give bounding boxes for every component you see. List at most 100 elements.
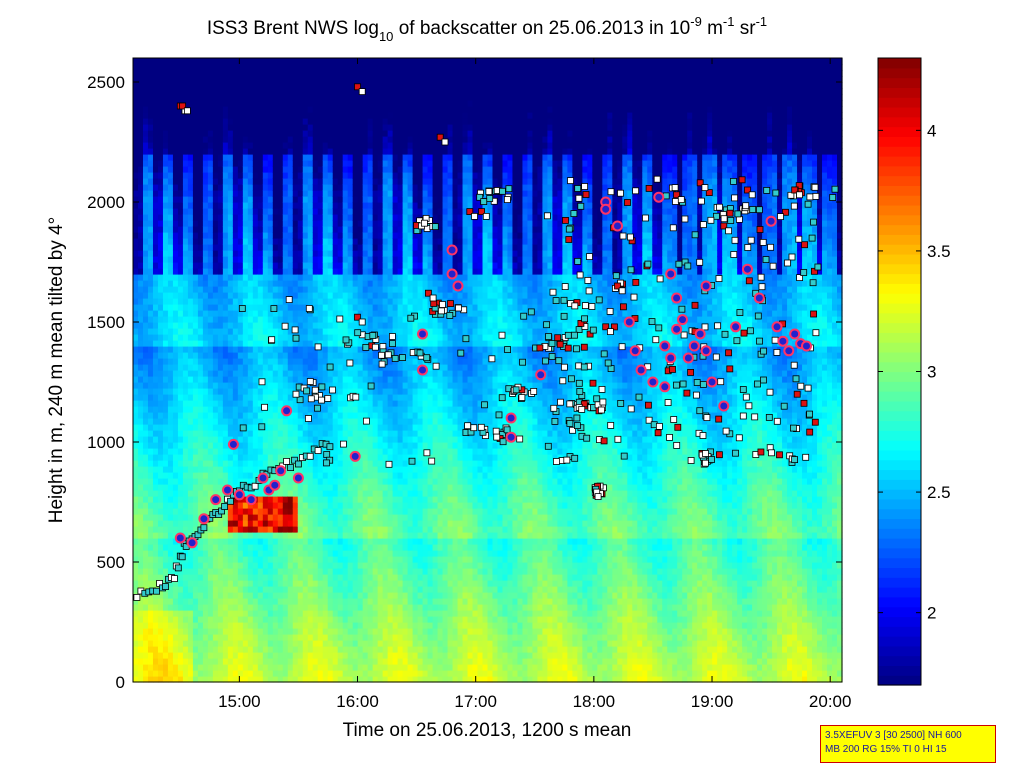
heatmap-cell [207,400,214,407]
heatmap-cell [187,346,194,353]
heatmap-cell [307,154,314,161]
heatmap-cell [322,664,329,671]
heatmap-cell [152,466,159,473]
heatmap-cell [232,262,239,269]
heatmap-cell [222,634,229,641]
heatmap-cell [312,142,319,149]
heatmap-cell [342,622,349,629]
heatmap-cell [287,352,294,359]
heatmap-cell [172,424,179,431]
heatmap-cell [147,76,154,83]
heatmap-cell [302,424,309,431]
heatmap-cell [242,148,249,155]
heatmap-cell [197,88,204,95]
heatmap-cell [327,658,334,665]
heatmap-cell [202,88,209,95]
heatmap-cell [317,166,324,173]
heatmap-cell [342,304,349,311]
heatmap-cell [227,160,234,167]
heatmap-cell [217,460,224,467]
heatmap-cell [272,130,279,137]
heatmap-cell [157,268,164,275]
heatmap-cell [307,550,314,557]
heatmap-cell [327,544,334,551]
heatmap-cell [162,64,169,71]
heatmap-cell [282,184,289,191]
heatmap-cell [222,400,229,407]
heatmap-cell [322,406,329,413]
heatmap-cell [197,286,204,293]
heatmap-cell [142,478,149,485]
heatmap-cell [142,166,149,173]
heatmap-cell [357,442,364,449]
heatmap-cell [187,214,194,221]
heatmap-cell [282,526,289,533]
heatmap-cell [302,226,309,233]
heatmap-cell [227,454,234,461]
heatmap-cell [302,112,309,119]
heatmap-cell [317,304,324,311]
heatmap-cell [152,448,159,455]
heatmap-cell [317,616,324,623]
heatmap-cell [232,448,239,455]
heatmap-cell [247,478,254,485]
heatmap-cell [147,154,154,161]
heatmap-cell [302,310,309,317]
heatmap-cell [227,274,234,281]
heatmap-cell [277,76,284,83]
heatmap-cell [312,130,319,137]
heatmap-cell [362,598,369,605]
heatmap-cell [257,88,264,95]
heatmap-cell [267,508,274,515]
heatmap-cell [157,340,164,347]
heatmap-cell [247,652,254,659]
heatmap-cell [292,598,299,605]
heatmap-cell [322,430,329,437]
heatmap-cell [207,280,214,287]
heatmap-cell [357,520,364,527]
heatmap-cell [347,628,354,635]
heatmap-cell [187,148,194,155]
heatmap-cell [152,370,159,377]
heatmap-cell [317,88,324,95]
heatmap-cell [142,454,149,461]
heatmap-cell [347,250,354,257]
heatmap-cell [362,244,369,251]
heatmap-cell [282,568,289,575]
heatmap-cell [342,244,349,251]
heatmap-cell [212,442,219,449]
heatmap-cell [332,262,339,269]
heatmap-cell [237,418,244,425]
heatmap-cell [172,58,179,65]
heatmap-cell [217,538,224,545]
heatmap-cell [357,256,364,263]
heatmap-cell [242,328,249,335]
heatmap-cell [262,424,269,431]
heatmap-cell [312,70,319,77]
heatmap-cell [317,496,324,503]
heatmap-cell [322,640,329,647]
heatmap-cell [152,646,159,653]
heatmap-cell [337,358,344,365]
heatmap-cell [332,190,339,197]
heatmap-cell [147,610,154,617]
heatmap-cell [192,322,199,329]
heatmap-cell [367,292,374,299]
heatmap-cell [137,202,144,209]
heatmap-cell [362,262,369,269]
heatmap-cell [357,652,364,659]
heatmap-cell [337,634,344,641]
heatmap-cell [292,484,299,491]
heatmap-cell [287,592,294,599]
heatmap-cell [247,106,254,113]
heatmap-cell [272,502,279,509]
heatmap-cell [357,400,364,407]
heatmap-cell [247,532,254,539]
heatmap-cell [187,424,194,431]
heatmap-cell [177,148,184,155]
heatmap-cell [292,400,299,407]
heatmap-cell [267,238,274,245]
heatmap-cell [247,454,254,461]
heatmap-cell [362,358,369,365]
heatmap-cell [307,82,314,89]
